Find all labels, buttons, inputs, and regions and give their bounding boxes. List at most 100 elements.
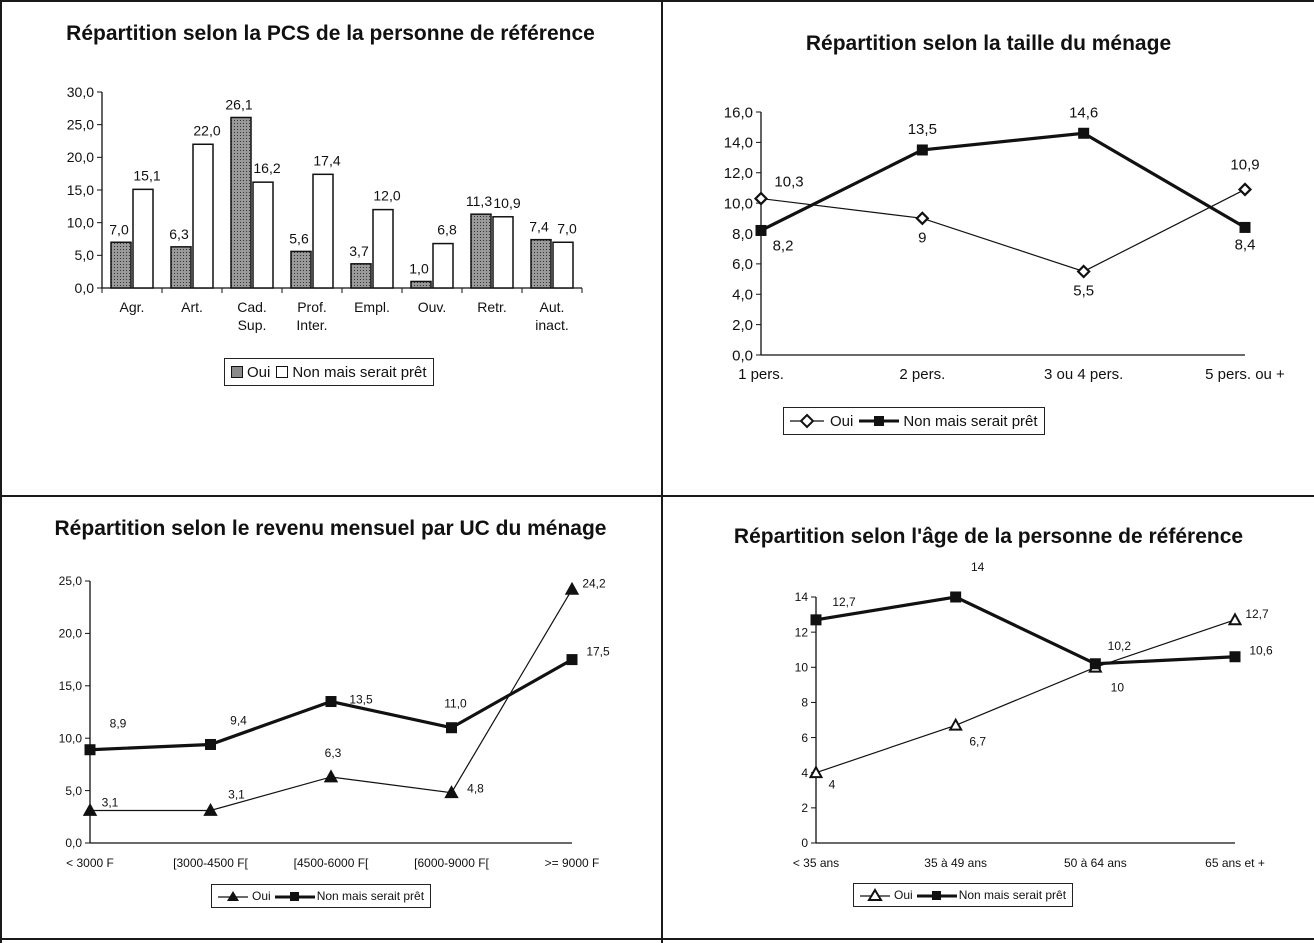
data-label-non: 22,0 <box>193 122 220 138</box>
data-label-non: 13,5 <box>908 121 937 138</box>
data-point-oui <box>808 765 824 779</box>
data-label-oui: 7,4 <box>529 219 549 235</box>
x-tick-label: [4500-6000 F[ <box>294 856 369 870</box>
legend-label-non: Non mais serait prêt <box>903 412 1038 430</box>
bar-oui <box>410 280 432 289</box>
data-label-non: 17,4 <box>313 152 340 168</box>
data-point-oui <box>82 802 98 816</box>
data-label-non: 14 <box>971 560 985 574</box>
series-line-non <box>760 131 1246 232</box>
chart-canvas: 0,0 2,0 4,0 6,0 8,0 10,0 12,0 14,0 16,0 1 pers. 2 … <box>724 104 1285 383</box>
y-tick-label: 10,0 <box>67 215 94 231</box>
x-tick-label: Ouv. <box>418 299 447 315</box>
frame-left <box>0 0 2 943</box>
bar-non <box>372 208 394 289</box>
y-tick-label: 12,0 <box>724 165 753 182</box>
data-label-non: 8,2 <box>773 237 794 254</box>
y-tick-label: 10,0 <box>724 195 753 212</box>
data-point-non <box>446 722 457 734</box>
data-label-non: 6,8 <box>437 222 457 238</box>
legend-label-oui: Oui <box>830 412 854 430</box>
bar-oui <box>530 238 552 289</box>
data-point-oui <box>1076 264 1091 279</box>
data-label-oui: 5,6 <box>289 230 309 246</box>
x-tick-label: 50 à 64 ans <box>1064 856 1127 870</box>
y-tick-label: 16,0 <box>724 104 753 121</box>
data-point-non <box>950 591 962 603</box>
y-tick-label: 8,0 <box>732 226 753 243</box>
data-point-oui <box>323 769 339 783</box>
y-tick-label: 0,0 <box>65 836 82 850</box>
legend-marker-oui <box>790 413 824 429</box>
y-tick-label: 8 <box>801 696 808 710</box>
y-tick-label: 25,0 <box>67 117 94 133</box>
data-label-oui: 26,1 <box>225 96 252 112</box>
legend-swatch-non <box>276 366 289 378</box>
data-point-non <box>810 614 822 626</box>
bar-oui <box>470 213 492 289</box>
frame-top <box>0 0 1314 2</box>
legend-marker-non <box>916 891 957 900</box>
data-label-oui: 3,7 <box>349 243 369 259</box>
legend-label-non: Non mais serait prêt <box>316 889 425 903</box>
bar-non <box>252 181 274 289</box>
chart-title: Répartition selon la PCS de la personne … <box>66 22 595 45</box>
x-tick-label: 3 ou 4 pers. <box>1044 366 1123 383</box>
frame-bottom <box>0 938 1314 940</box>
x-tick-label: < 35 ans <box>793 856 839 870</box>
y-tick-label: 0,0 <box>732 347 753 364</box>
x-tick-label: Prof. <box>297 299 327 315</box>
chart-panel-pcs: Répartition selon la PCS de la personne … <box>0 0 661 495</box>
x-tick-label: 5 pers. ou + <box>1205 366 1285 383</box>
data-label-oui: 10,3 <box>774 174 803 191</box>
x-tick-label: 35 à 49 ans <box>924 856 987 870</box>
data-label-oui: 3,1 <box>228 788 245 802</box>
legend-label-oui: Oui <box>247 363 271 381</box>
data-point-non <box>916 144 928 156</box>
chart-legend: Oui Non mais serait prêt <box>211 884 432 908</box>
data-point-non <box>205 738 216 750</box>
frame-middle-horizontal <box>0 495 1314 497</box>
bar-oui <box>230 116 252 289</box>
data-label-oui: 24,2 <box>582 576 606 590</box>
legend-marker-oui <box>218 891 248 901</box>
x-tick-label: Aut. <box>540 299 565 315</box>
y-tick-label: 10,0 <box>59 731 83 745</box>
x-tick-label: Cad. <box>237 299 267 315</box>
data-point-non <box>1229 651 1241 663</box>
data-label-non: 8,4 <box>1235 236 1256 253</box>
x-tick-label: 2 pers. <box>899 366 945 383</box>
data-label-non: 11,0 <box>444 697 467 711</box>
data-label-oui: 9 <box>918 229 926 246</box>
y-tick-label: 20,0 <box>59 627 83 641</box>
bar-non <box>552 241 574 289</box>
data-label-non: 16,2 <box>253 160 280 176</box>
chart-legend: Oui Non mais serait prêt <box>783 407 1045 435</box>
data-label-non: 7,0 <box>557 220 577 236</box>
data-point-non <box>755 224 767 236</box>
data-point-non <box>84 744 96 756</box>
data-point-oui <box>915 211 930 226</box>
chart-canvas: 0,0 5,0 10,0 15,0 20,0 25,0 30,0 7,0 15,1 Agr. 6,3… <box>67 84 583 333</box>
x-tick-label: Art. <box>181 299 203 315</box>
data-label-non: 13,5 <box>349 693 373 707</box>
data-label-non: 10,6 <box>1249 644 1273 658</box>
data-label-oui: 10,9 <box>1230 156 1259 173</box>
data-label-non: 10,2 <box>1108 639 1132 653</box>
data-label-oui: 5,5 <box>1073 282 1094 299</box>
chart-title: Répartition selon le revenu mensuel par … <box>54 517 607 540</box>
data-label-non: 12,0 <box>373 188 400 204</box>
y-tick-label: 2,0 <box>732 317 753 334</box>
series-line-non <box>815 595 1236 666</box>
bar-oui <box>290 250 312 289</box>
data-label-oui: 11,3 <box>466 193 492 209</box>
y-tick-label: 2 <box>801 801 808 815</box>
x-tick-label: < 3000 F <box>66 856 114 870</box>
chart-title: Répartition selon l'âge de la personne d… <box>733 525 1244 548</box>
data-label-non: 10,9 <box>493 195 520 211</box>
data-label-oui: 3,1 <box>102 796 119 810</box>
chart-legend: Oui Non mais serait prêt <box>224 358 434 386</box>
data-label-oui: 6,3 <box>169 226 189 242</box>
legend-marker-non <box>274 892 315 901</box>
bar-non <box>192 143 214 289</box>
